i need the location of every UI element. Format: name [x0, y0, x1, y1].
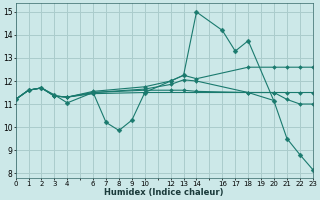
X-axis label: Humidex (Indice chaleur): Humidex (Indice chaleur) [104, 188, 224, 197]
